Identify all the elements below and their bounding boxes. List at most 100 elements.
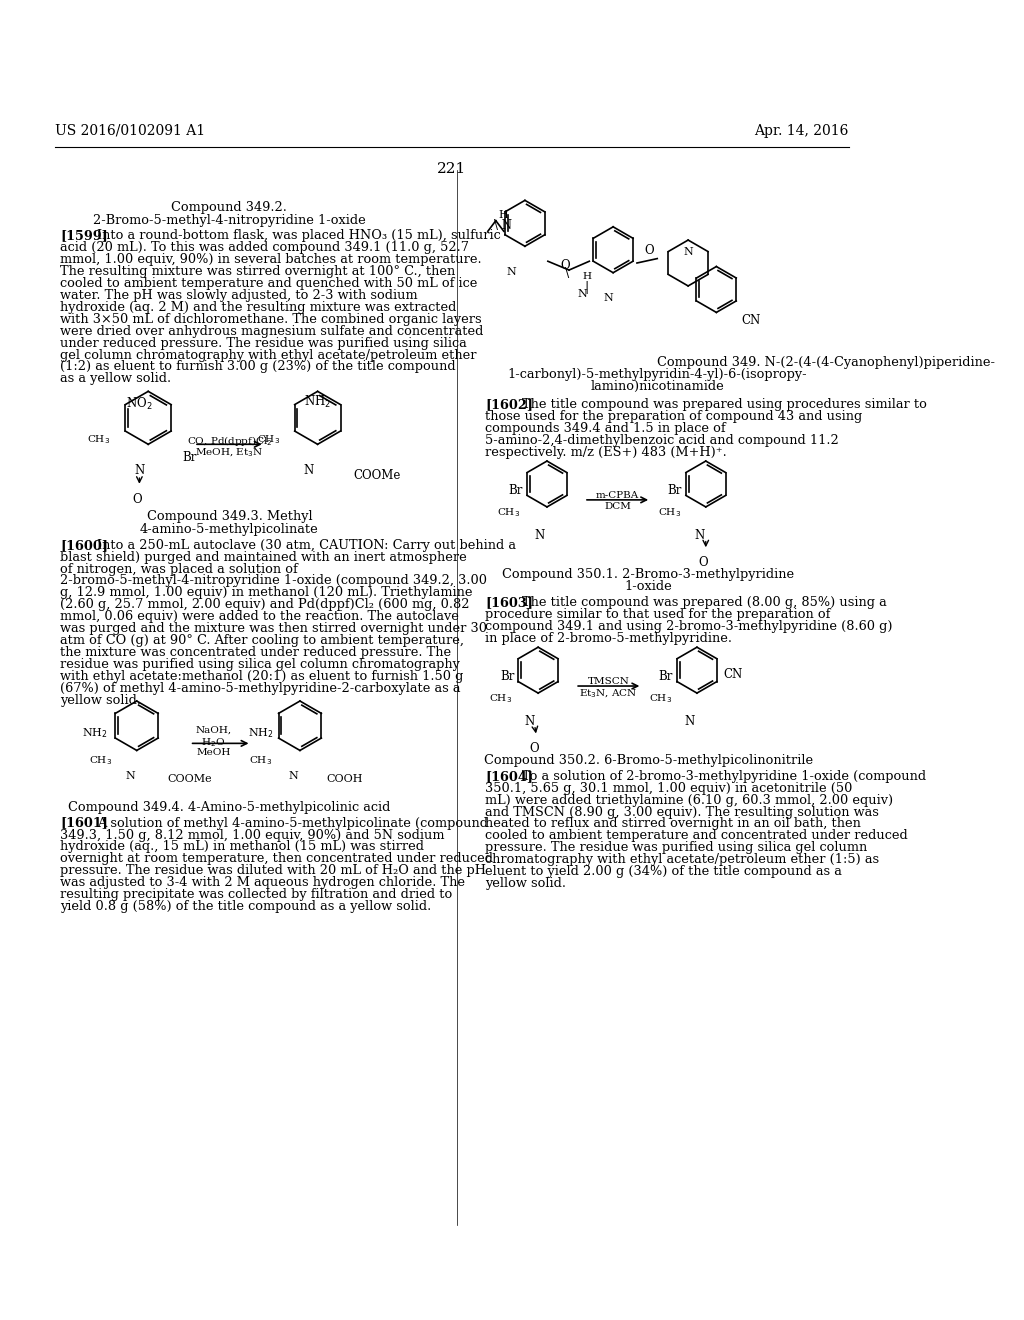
Text: with ethyl acetate:methanol (20:1) as eluent to furnish 1.50 g: with ethyl acetate:methanol (20:1) as el… bbox=[60, 669, 464, 682]
Text: NH$_2$: NH$_2$ bbox=[248, 726, 273, 739]
Text: Et$_3$N, ACN: Et$_3$N, ACN bbox=[580, 688, 638, 701]
Text: (2.60 g, 25.7 mmol, 2.00 equiv) and Pd(dppf)Cl₂ (600 mg, 0.82: (2.60 g, 25.7 mmol, 2.00 equiv) and Pd(d… bbox=[60, 598, 469, 611]
Text: [1599]: [1599] bbox=[60, 230, 108, 243]
Text: N: N bbox=[604, 293, 613, 304]
Text: O: O bbox=[698, 556, 708, 569]
Text: N: N bbox=[683, 247, 693, 257]
Text: yield 0.8 g (58%) of the title compound as a yellow solid.: yield 0.8 g (58%) of the title compound … bbox=[60, 900, 431, 913]
Text: hydroxide (aq. 2 M) and the resulting mixture was extracted: hydroxide (aq. 2 M) and the resulting mi… bbox=[60, 301, 457, 314]
Text: heated to reflux and stirred overnight in an oil bath, then: heated to reflux and stirred overnight i… bbox=[485, 817, 861, 830]
Text: m-CPBA: m-CPBA bbox=[596, 491, 639, 500]
Text: mL) were added triethylamine (6.10 g, 60.3 mmol, 2.00 equiv): mL) were added triethylamine (6.10 g, 60… bbox=[485, 793, 893, 807]
Text: MeOH: MeOH bbox=[197, 748, 230, 756]
Text: of nitrogen, was placed a solution of: of nitrogen, was placed a solution of bbox=[60, 562, 298, 576]
Text: as a yellow solid.: as a yellow solid. bbox=[60, 372, 171, 385]
Text: CH$_3$: CH$_3$ bbox=[649, 692, 672, 705]
Text: (1:2) as eluent to furnish 3.00 g (23%) of the title compound: (1:2) as eluent to furnish 3.00 g (23%) … bbox=[60, 360, 456, 374]
Text: CH$_3$: CH$_3$ bbox=[498, 506, 520, 519]
Text: mmol, 0.06 equiv) were added to the reaction. The autoclave: mmol, 0.06 equiv) were added to the reac… bbox=[60, 610, 459, 623]
Text: N: N bbox=[126, 771, 135, 781]
Text: the mixture was concentrated under reduced pressure. The: the mixture was concentrated under reduc… bbox=[60, 645, 452, 659]
Text: in place of 2-bromo-5-methylpyridine.: in place of 2-bromo-5-methylpyridine. bbox=[485, 632, 732, 644]
Text: respectively. m/z (ES+) 483 (M+H)⁺.: respectively. m/z (ES+) 483 (M+H)⁺. bbox=[485, 446, 727, 458]
Text: CH$_3$: CH$_3$ bbox=[657, 506, 681, 519]
Text: |: | bbox=[585, 281, 589, 293]
Text: and TMSCN (8.90 g, 3.00 equiv). The resulting solution was: and TMSCN (8.90 g, 3.00 equiv). The resu… bbox=[485, 805, 879, 818]
Text: were dried over anhydrous magnesium sulfate and concentrated: were dried over anhydrous magnesium sulf… bbox=[60, 325, 483, 338]
Text: yellow solid.: yellow solid. bbox=[60, 693, 141, 706]
Text: cooled to ambient temperature and quenched with 50 mL of ice: cooled to ambient temperature and quench… bbox=[60, 277, 477, 290]
Text: resulting precipitate was collected by filtration and dried to: resulting precipitate was collected by f… bbox=[60, 888, 453, 902]
Text: N: N bbox=[694, 529, 705, 541]
Text: \ N: \ N bbox=[494, 219, 512, 232]
Text: N: N bbox=[134, 465, 144, 478]
Text: NO$_2$: NO$_2$ bbox=[126, 396, 153, 412]
Text: overnight at room temperature, then concentrated under reduced: overnight at room temperature, then conc… bbox=[60, 853, 493, 866]
Text: N: N bbox=[524, 715, 535, 727]
Text: NH$_2$: NH$_2$ bbox=[82, 726, 108, 739]
Text: 4-amino-5-methylpicolinate: 4-amino-5-methylpicolinate bbox=[140, 523, 318, 536]
Text: gel column chromatography with ethyl acetate/petroleum ether: gel column chromatography with ethyl ace… bbox=[60, 348, 476, 362]
Text: O: O bbox=[529, 742, 539, 755]
Text: lamino)nicotinamide: lamino)nicotinamide bbox=[591, 380, 724, 393]
Text: CH$_3$: CH$_3$ bbox=[87, 433, 111, 446]
Text: DCM: DCM bbox=[604, 502, 631, 511]
Text: (67%) of methyl 4-amino-5-methylpyridine-2-carboxylate as a: (67%) of methyl 4-amino-5-methylpyridine… bbox=[60, 681, 461, 694]
Text: chromatography with ethyl acetate/petroleum ether (1:5) as: chromatography with ethyl acetate/petrol… bbox=[485, 853, 880, 866]
Text: N: N bbox=[507, 267, 516, 277]
Text: [1601]: [1601] bbox=[60, 817, 108, 829]
Text: blast shield) purged and maintained with an inert atmosphere: blast shield) purged and maintained with… bbox=[60, 550, 467, 564]
Text: was purged and the mixture was then stirred overnight under 30: was purged and the mixture was then stir… bbox=[60, 622, 487, 635]
Text: MeOH, Et$_3$N: MeOH, Et$_3$N bbox=[196, 446, 263, 458]
Text: Br: Br bbox=[500, 671, 514, 684]
Text: Compound 349.4. 4-Amino-5-methylpicolinic acid: Compound 349.4. 4-Amino-5-methylpicolini… bbox=[69, 801, 390, 813]
Text: The title compound was prepared (8.00 g, 85%) using a: The title compound was prepared (8.00 g,… bbox=[522, 597, 887, 609]
Text: 2-bromo-5-methyl-4-nitropyridine 1-oxide (compound 349.2, 3.00: 2-bromo-5-methyl-4-nitropyridine 1-oxide… bbox=[60, 574, 487, 587]
Text: N: N bbox=[578, 289, 587, 300]
Text: Compound 350.1. 2-Bromo-3-methylpyridine: Compound 350.1. 2-Bromo-3-methylpyridine bbox=[503, 568, 795, 581]
Text: hydroxide (aq., 15 mL) in methanol (15 mL) was stirred: hydroxide (aq., 15 mL) in methanol (15 m… bbox=[60, 841, 424, 854]
Text: N: N bbox=[534, 529, 544, 541]
Text: was adjusted to 3-4 with 2 M aqueous hydrogen chloride. The: was adjusted to 3-4 with 2 M aqueous hyd… bbox=[60, 876, 465, 890]
Text: Compound 349. N-(2-(4-(4-Cyanophenyl)piperidine-: Compound 349. N-(2-(4-(4-Cyanophenyl)pip… bbox=[657, 355, 995, 368]
Text: pressure. The residue was purified using silica gel column: pressure. The residue was purified using… bbox=[485, 841, 867, 854]
Text: with 3×50 mL of dichloromethane. The combined organic layers: with 3×50 mL of dichloromethane. The com… bbox=[60, 313, 481, 326]
Text: CH$_3$: CH$_3$ bbox=[488, 692, 512, 705]
Text: Br: Br bbox=[509, 484, 523, 498]
Text: cooled to ambient temperature and concentrated under reduced: cooled to ambient temperature and concen… bbox=[485, 829, 908, 842]
Text: acid (20 mL). To this was added compound 349.1 (11.0 g, 52.7: acid (20 mL). To this was added compound… bbox=[60, 242, 469, 255]
Text: pressure. The residue was diluted with 20 mL of H₂O and the pH: pressure. The residue was diluted with 2… bbox=[60, 865, 486, 878]
Text: A solution of methyl 4-amino-5-methylpicolinate (compound: A solution of methyl 4-amino-5-methylpic… bbox=[97, 817, 488, 829]
Text: H$_2$O: H$_2$O bbox=[202, 737, 225, 750]
Text: COOH: COOH bbox=[327, 774, 362, 784]
Text: water. The pH was slowly adjusted, to 2-3 with sodium: water. The pH was slowly adjusted, to 2-… bbox=[60, 289, 418, 302]
Text: Br: Br bbox=[668, 484, 682, 498]
Text: COOMe: COOMe bbox=[353, 469, 400, 482]
Text: The resulting mixture was stirred overnight at 100° C., then: The resulting mixture was stirred overni… bbox=[60, 265, 456, 279]
Text: procedure similar to that used for the preparation of: procedure similar to that used for the p… bbox=[485, 609, 830, 620]
Text: N: N bbox=[685, 715, 695, 727]
Text: atm of CO (g) at 90° C. After cooling to ambient temperature,: atm of CO (g) at 90° C. After cooling to… bbox=[60, 634, 464, 647]
Text: Br: Br bbox=[182, 451, 197, 465]
Text: US 2016/0102091 A1: US 2016/0102091 A1 bbox=[54, 124, 205, 137]
Text: CO, Pd(dppf)Cl$_2$: CO, Pd(dppf)Cl$_2$ bbox=[186, 434, 272, 447]
Text: CN: CN bbox=[723, 668, 742, 681]
Text: [1603]: [1603] bbox=[485, 597, 534, 609]
Text: Compound 349.2.: Compound 349.2. bbox=[171, 201, 288, 214]
Text: CH$_3$: CH$_3$ bbox=[89, 755, 112, 767]
Text: yellow solid.: yellow solid. bbox=[485, 876, 566, 890]
Text: [1604]: [1604] bbox=[485, 770, 534, 783]
Text: Compound 349.3. Methyl: Compound 349.3. Methyl bbox=[146, 511, 312, 524]
Text: 221: 221 bbox=[437, 161, 466, 176]
Text: H: H bbox=[583, 272, 591, 281]
Text: NH$_2$: NH$_2$ bbox=[304, 393, 331, 411]
Text: \: \ bbox=[564, 268, 572, 280]
Text: Into a round-bottom flask, was placed HNO₃ (15 mL), sulfuric: Into a round-bottom flask, was placed HN… bbox=[97, 230, 501, 243]
Text: O: O bbox=[644, 244, 653, 256]
Text: 350.1, 5.65 g, 30.1 mmol, 1.00 equiv) in acetonitrile (50: 350.1, 5.65 g, 30.1 mmol, 1.00 equiv) in… bbox=[485, 781, 853, 795]
Text: under reduced pressure. The residue was purified using silica: under reduced pressure. The residue was … bbox=[60, 337, 467, 350]
Text: g, 12.9 mmol, 1.00 equiv) in methanol (120 mL). Triethylamine: g, 12.9 mmol, 1.00 equiv) in methanol (1… bbox=[60, 586, 472, 599]
Text: NaOH,: NaOH, bbox=[196, 726, 231, 735]
Text: Into a 250-mL autoclave (30 atm, CAUTION: Carry out behind a: Into a 250-mL autoclave (30 atm, CAUTION… bbox=[97, 539, 516, 552]
Text: Compound 350.2. 6-Bromo-5-methylpicolinonitrile: Compound 350.2. 6-Bromo-5-methylpicolino… bbox=[484, 754, 813, 767]
